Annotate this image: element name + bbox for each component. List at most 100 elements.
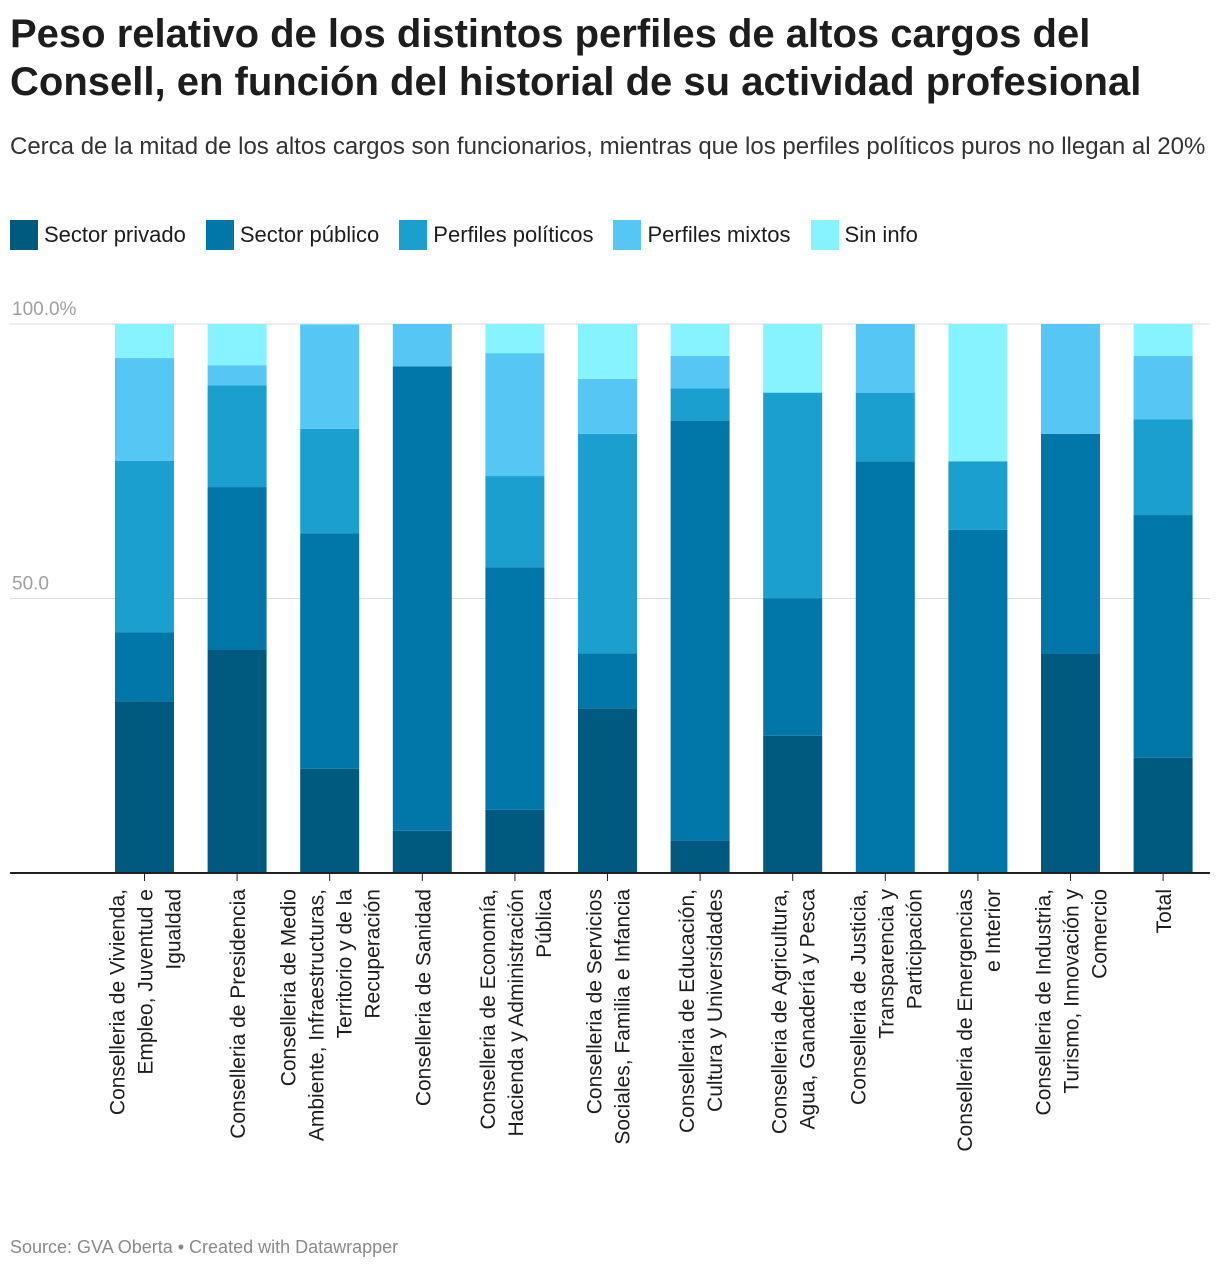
bar-segment <box>300 533 360 769</box>
bar-segment <box>115 701 174 873</box>
bar-segment <box>300 428 360 534</box>
bar-segment <box>763 324 823 393</box>
x-tick-label: Conselleria de Presidencia <box>227 889 250 1139</box>
x-tick-label: Pública <box>533 889 556 958</box>
y-tick-label: 50.0 <box>12 574 49 595</box>
x-tick-label: Conselleria de Servicios <box>584 889 607 1114</box>
legend-label: Sector privado <box>44 222 186 247</box>
bar-segment <box>207 324 267 366</box>
bar-segment <box>948 529 1008 873</box>
x-tick-label: Conselleria de Medio <box>278 889 301 1086</box>
bar-segment <box>1133 419 1193 516</box>
x-tick-label: Ambiente, Infraestructuras, <box>306 889 329 1141</box>
bar-segment <box>1041 653 1100 873</box>
legend-item-sector-privado: Sector privado <box>10 220 186 250</box>
bar-segment <box>207 487 267 650</box>
x-tick-label: Transparencia y <box>875 889 898 1039</box>
bar-segment <box>485 324 545 354</box>
bar-segment <box>670 420 730 841</box>
legend-swatch <box>205 220 234 250</box>
x-tick-label: Conselleria de Sanidad <box>412 889 435 1106</box>
x-tick-label: Territorio y de la <box>334 889 357 1039</box>
stacked-bar-chart: 100.0% 50.0 Conselleria de Vivienda, Empleo… <box>10 299 1210 1152</box>
bar-segment <box>855 392 915 462</box>
bar-segment <box>578 653 637 709</box>
x-tick-label: Comercio <box>1089 889 1112 979</box>
x-tick-label: Cultura y Universidades <box>704 889 727 1112</box>
legend-label: Perfiles mixtos <box>647 222 791 247</box>
bar-segment <box>1041 324 1100 434</box>
x-tick-label: Hacienda y Administración <box>505 889 528 1136</box>
bar-segment <box>300 324 360 429</box>
x-tick-label: Conselleria de Industria, <box>1033 889 1056 1115</box>
x-tick-label: Empleo, Juventud e <box>135 889 158 1075</box>
legend-item-perfiles-mixtos: Perfiles mixtos <box>613 220 791 250</box>
bar-segment <box>1133 757 1193 873</box>
chart-title: Peso relativo de los distintos perfiles … <box>10 12 1142 104</box>
bar-segment <box>115 358 174 461</box>
bar-segment <box>392 830 452 873</box>
legend: Sector privado Sector público Perfiles p… <box>10 220 918 250</box>
legend-label: Perfiles políticos <box>433 222 594 247</box>
x-tick-label: Sociales, Familia e Infancia <box>612 889 635 1145</box>
x-tick-label: Igualdad <box>163 889 186 970</box>
bar-segment <box>670 840 730 873</box>
bar-segment <box>855 324 915 393</box>
bar-segment <box>485 476 545 568</box>
x-tick-label: e Interior <box>982 889 1005 972</box>
x-tick-label: Conselleria de Justicia, <box>847 889 870 1105</box>
bar-segment <box>1041 433 1100 654</box>
bar-segment <box>1133 355 1193 420</box>
x-tick-label: Agua, Ganadería y Pesca <box>797 889 820 1130</box>
y-tick-label: 100.0% <box>12 299 77 320</box>
legend-swatch <box>613 220 642 250</box>
legend-item-perfiles-politicos: Perfiles políticos <box>399 220 593 250</box>
legend-item-sin-info: Sin info <box>810 220 918 250</box>
bar-segment <box>485 809 545 873</box>
legend-label: Sector público <box>239 222 380 247</box>
bar-segment <box>392 324 452 367</box>
x-tick-label: Conselleria de Vivienda, <box>107 889 130 1115</box>
bar-segment <box>115 460 174 633</box>
bar-segment <box>578 324 637 379</box>
bar-segment <box>670 324 730 356</box>
bar-segment <box>115 324 174 359</box>
x-tick-label: Conselleria de Emergencias <box>954 889 977 1152</box>
legend-swatch <box>810 220 839 250</box>
chart-subtitle: Cerca de la mitad de los altos cargos so… <box>10 133 1206 160</box>
bar-segment <box>207 385 267 488</box>
bar-segment <box>578 433 637 654</box>
bar-segment <box>670 355 730 389</box>
x-tick-label: Conselleria de Agricultura, <box>769 889 792 1134</box>
x-tick-label: Recuperación <box>362 889 385 1019</box>
bar-segment <box>300 768 360 873</box>
bar-segment <box>300 324 360 325</box>
source-note: Source: GVA Oberta • Created with Datawr… <box>10 1237 399 1257</box>
legend-swatch <box>10 220 38 250</box>
bar-segment <box>392 366 452 831</box>
x-tick-label: Participación <box>903 889 926 1009</box>
x-tick-label: Conselleria de Economía, <box>477 889 500 1129</box>
legend-item-sector-publico: Sector público <box>205 220 380 250</box>
bar-segment <box>207 649 267 873</box>
bar-segment <box>948 324 1008 462</box>
bar-segment <box>115 632 174 702</box>
x-tick-label: Conselleria de Educación, <box>676 889 699 1133</box>
bar-segment <box>578 378 637 434</box>
bar-segment <box>763 735 823 873</box>
legend-label: Sin info <box>844 222 918 247</box>
bar-segment <box>1133 324 1193 356</box>
bar-segment <box>485 353 545 477</box>
bar-segment <box>670 388 730 421</box>
bar-segment <box>855 461 915 873</box>
x-tick-label: Total <box>1153 889 1176 933</box>
bar-segment <box>1133 515 1193 758</box>
x-tick-label: Turismo, Innovación y <box>1061 889 1084 1094</box>
legend-swatch <box>399 220 428 250</box>
bar-segment <box>485 567 545 810</box>
bar-segment <box>207 365 267 386</box>
bar-segment <box>763 598 823 736</box>
bar-segment <box>578 708 637 873</box>
bar-segment <box>763 392 823 599</box>
bar-segment <box>948 461 1008 530</box>
